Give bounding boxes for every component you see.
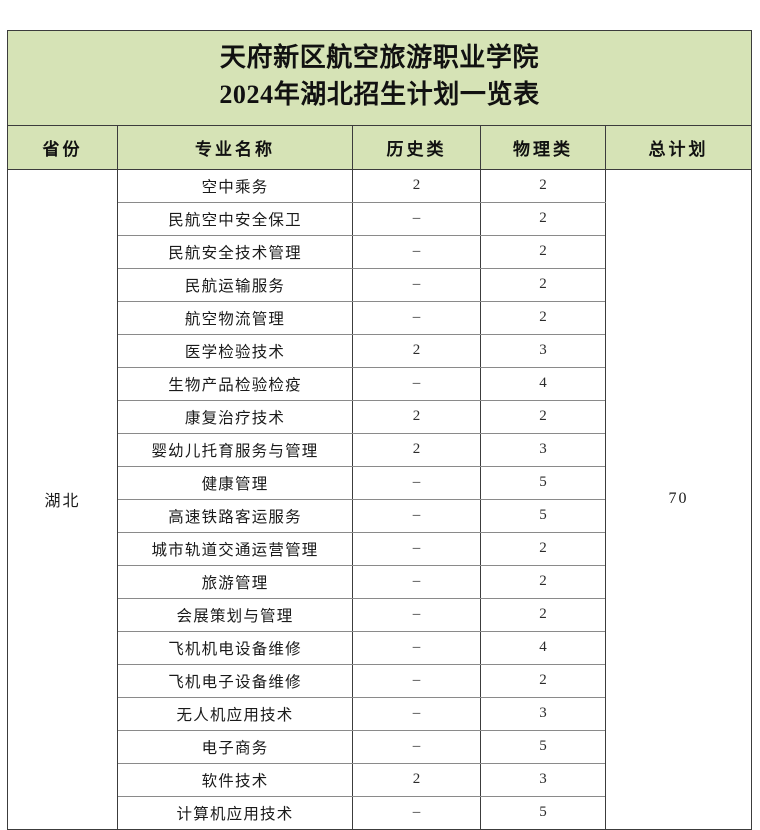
table-row: 城市轨道交通运营管理 – 2 xyxy=(8,532,752,566)
cell-physics: 3 xyxy=(480,433,606,467)
enrollment-plan-table: 天府新区航空旅游职业学院 2024年湖北招生计划一览表 省份 专业名称 历史类 … xyxy=(6,30,753,830)
table-row: 飞机机电设备维修 – 4 xyxy=(8,631,752,665)
column-header-physics: 物理类 xyxy=(480,124,606,170)
cell-province: 湖北 xyxy=(7,169,118,830)
cell-major: 旅游管理 xyxy=(117,565,353,599)
cell-history: – xyxy=(352,730,481,764)
table-row: 民航安全技术管理 – 2 xyxy=(8,235,752,269)
cell-major: 空中乘务 xyxy=(117,169,353,203)
cell-major: 航空物流管理 xyxy=(117,301,353,335)
cell-physics: 2 xyxy=(480,169,606,203)
cell-major: 健康管理 xyxy=(117,466,353,500)
table-row: 康复治疗技术 2 2 xyxy=(8,400,752,434)
cell-major: 软件技术 xyxy=(117,763,353,797)
table-row: 民航空中安全保卫 – 2 xyxy=(8,202,752,236)
cell-major: 无人机应用技术 xyxy=(117,697,353,731)
cell-major: 婴幼儿托育服务与管理 xyxy=(117,433,353,467)
cell-major: 医学检验技术 xyxy=(117,334,353,368)
column-header-province: 省份 xyxy=(7,124,118,170)
column-header-row: 省份 专业名称 历史类 物理类 总计划 xyxy=(7,124,753,170)
cell-physics: 3 xyxy=(480,763,606,797)
cell-major: 民航空中安全保卫 xyxy=(117,202,353,236)
table-row: 会展策划与管理 – 2 xyxy=(8,598,752,632)
cell-physics: 3 xyxy=(480,697,606,731)
table-row: 无人机应用技术 – 3 xyxy=(8,697,752,731)
document-title: 天府新区航空旅游职业学院 2024年湖北招生计划一览表 xyxy=(6,30,753,126)
table-row: 健康管理 – 5 xyxy=(8,466,752,500)
cell-physics: 5 xyxy=(480,796,606,830)
cell-history: 2 xyxy=(352,400,481,434)
cell-major: 康复治疗技术 xyxy=(117,400,353,434)
table-row: 软件技术 2 3 xyxy=(8,763,752,797)
cell-history: – xyxy=(352,697,481,731)
cell-physics: 5 xyxy=(480,730,606,764)
cell-history: – xyxy=(352,565,481,599)
cell-history: – xyxy=(352,532,481,566)
document-sheet: 天府新区航空旅游职业学院 2024年湖北招生计划一览表 省份 专业名称 历史类 … xyxy=(6,30,753,830)
title-line-1: 天府新区航空旅游职业学院 xyxy=(219,43,540,72)
table-row: 婴幼儿托育服务与管理 2 3 xyxy=(8,433,752,467)
title-line-2: 2024年湖北招生计划一览表 xyxy=(219,79,540,109)
cell-major: 电子商务 xyxy=(117,730,353,764)
cell-major: 高速铁路客运服务 xyxy=(117,499,353,533)
cell-major: 会展策划与管理 xyxy=(117,598,353,632)
cell-history: – xyxy=(352,631,481,665)
cell-physics: 2 xyxy=(480,202,606,236)
table-row: 电子商务 – 5 xyxy=(8,730,752,764)
cell-physics: 2 xyxy=(480,664,606,698)
cell-history: – xyxy=(352,664,481,698)
table-row: 旅游管理 – 2 xyxy=(8,565,752,599)
table-row: 高速铁路客运服务 – 5 xyxy=(8,499,752,533)
table-row: 飞机电子设备维修 – 2 xyxy=(8,664,752,698)
cell-physics: 2 xyxy=(480,301,606,335)
cell-physics: 3 xyxy=(480,334,606,368)
cell-history: – xyxy=(352,367,481,401)
cell-physics: 5 xyxy=(480,466,606,500)
cell-history: – xyxy=(352,499,481,533)
cell-history: 2 xyxy=(352,169,481,203)
cell-major: 飞机电子设备维修 xyxy=(117,664,353,698)
cell-history: – xyxy=(352,598,481,632)
cell-physics: 5 xyxy=(480,499,606,533)
cell-history: 2 xyxy=(352,334,481,368)
cell-major: 飞机机电设备维修 xyxy=(117,631,353,665)
cell-history: 2 xyxy=(352,433,481,467)
cell-history: – xyxy=(352,301,481,335)
cell-physics: 2 xyxy=(480,400,606,434)
table-row: 湖北 空中乘务 2 2 70 xyxy=(7,169,753,830)
cell-total-plan: 70 xyxy=(604,169,753,830)
cell-physics: 2 xyxy=(480,235,606,269)
cell-physics: 2 xyxy=(480,565,606,599)
column-header-major: 专业名称 xyxy=(117,124,353,170)
title-row: 天府新区航空旅游职业学院 2024年湖北招生计划一览表 xyxy=(6,30,753,126)
cell-physics: 2 xyxy=(480,532,606,566)
table-row: 医学检验技术 2 3 xyxy=(8,334,752,368)
table-row: 民航运输服务 – 2 xyxy=(8,268,752,302)
cell-history: 2 xyxy=(352,763,481,797)
table-row: 生物产品检验检疫 – 4 xyxy=(8,367,752,401)
cell-history: – xyxy=(352,235,481,269)
cell-major: 民航安全技术管理 xyxy=(117,235,353,269)
cell-physics: 4 xyxy=(480,367,606,401)
cell-major: 生物产品检验检疫 xyxy=(117,367,353,401)
cell-history: – xyxy=(352,466,481,500)
cell-major: 城市轨道交通运营管理 xyxy=(117,532,353,566)
cell-history: – xyxy=(352,796,481,830)
cell-major: 民航运输服务 xyxy=(117,268,353,302)
cell-history: – xyxy=(352,268,481,302)
cell-major: 计算机应用技术 xyxy=(117,796,353,830)
cell-physics: 4 xyxy=(480,631,606,665)
column-header-history: 历史类 xyxy=(352,124,481,170)
cell-history: – xyxy=(352,202,481,236)
table-body: 湖北 空中乘务 2 2 70 民航空中安全保卫 – 2 民航安全技术管理 – 2… xyxy=(7,169,753,830)
table-row: 航空物流管理 – 2 xyxy=(8,301,752,335)
cell-physics: 2 xyxy=(480,268,606,302)
column-header-total: 总计划 xyxy=(604,124,753,170)
cell-physics: 2 xyxy=(480,598,606,632)
